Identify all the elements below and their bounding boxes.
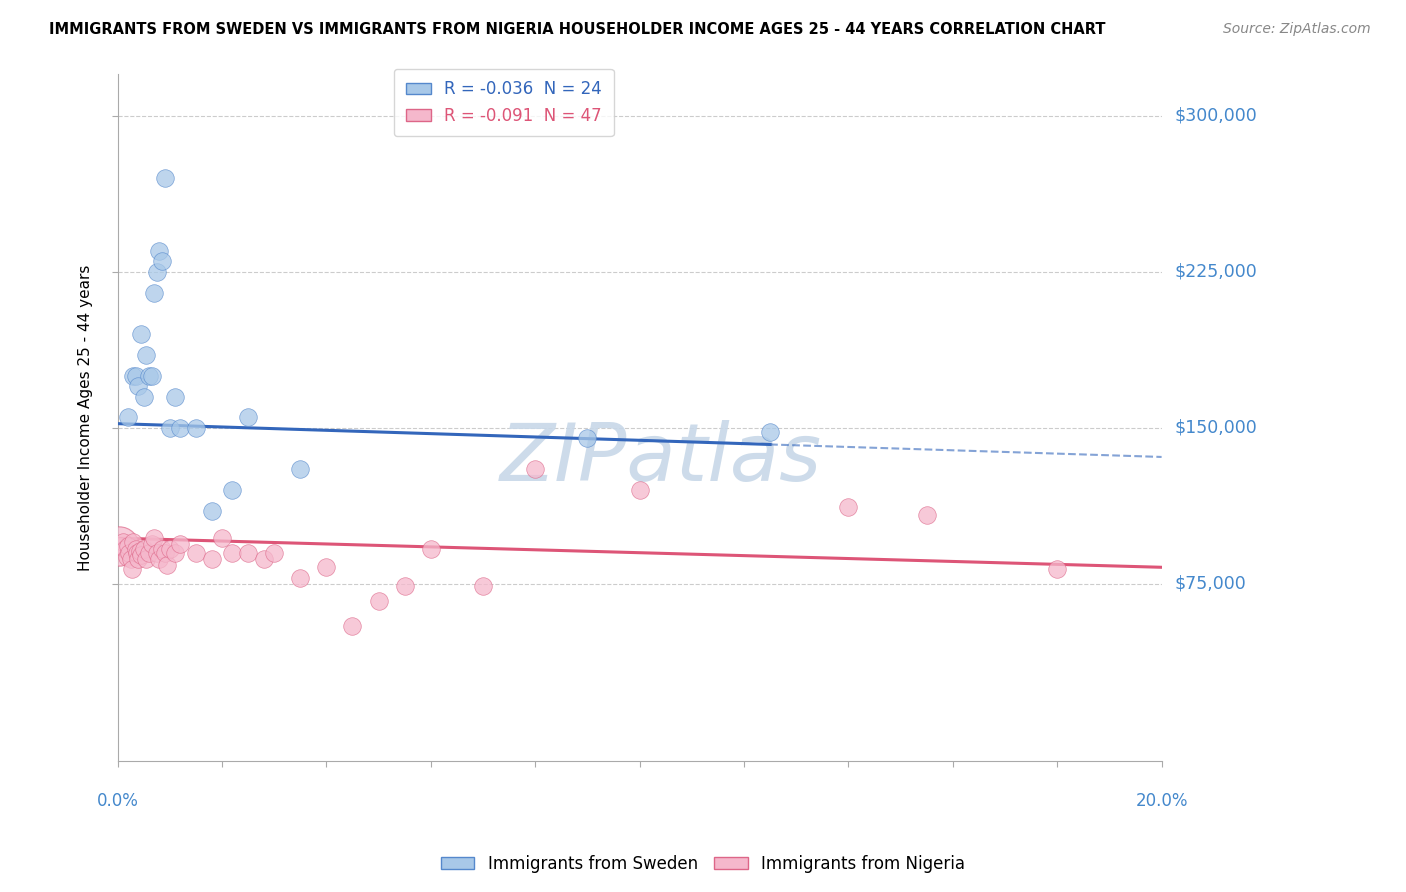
Point xyxy=(150,541,173,556)
Point xyxy=(236,410,259,425)
Point xyxy=(576,431,599,445)
Text: $75,000: $75,000 xyxy=(1174,575,1246,593)
Point xyxy=(200,552,222,566)
Text: $225,000: $225,000 xyxy=(1174,262,1257,281)
Point xyxy=(290,571,312,585)
Text: $150,000: $150,000 xyxy=(1174,419,1257,437)
Text: 20.0%: 20.0% xyxy=(1136,792,1188,810)
Point xyxy=(153,546,176,560)
Point xyxy=(138,368,160,383)
Point xyxy=(117,410,139,425)
Point xyxy=(472,579,495,593)
Point xyxy=(184,546,207,560)
Point xyxy=(128,543,150,558)
Point xyxy=(163,546,186,560)
Point xyxy=(135,348,157,362)
Point xyxy=(122,368,145,383)
Point xyxy=(290,462,312,476)
Point xyxy=(127,379,149,393)
Point xyxy=(915,508,938,523)
Point xyxy=(129,327,152,342)
Point xyxy=(211,531,233,545)
Point xyxy=(143,531,166,545)
Point xyxy=(759,425,782,439)
Point xyxy=(200,504,222,518)
Point xyxy=(1046,562,1069,576)
Point xyxy=(394,579,416,593)
Point xyxy=(141,368,163,383)
Point xyxy=(125,541,148,556)
Point xyxy=(132,541,155,556)
Point xyxy=(127,552,149,566)
Point xyxy=(122,535,145,549)
Point xyxy=(148,244,170,258)
Point xyxy=(159,541,181,556)
Point xyxy=(221,483,243,498)
Point xyxy=(127,546,149,560)
Legend: R = -0.036  N = 24, R = -0.091  N = 47: R = -0.036 N = 24, R = -0.091 N = 47 xyxy=(394,69,613,136)
Text: IMMIGRANTS FROM SWEDEN VS IMMIGRANTS FROM NIGERIA HOUSEHOLDER INCOME AGES 25 - 4: IMMIGRANTS FROM SWEDEN VS IMMIGRANTS FRO… xyxy=(49,22,1105,37)
Point xyxy=(114,541,136,556)
Point xyxy=(145,546,167,560)
Point xyxy=(253,552,276,566)
Point xyxy=(108,540,131,554)
Point xyxy=(342,618,364,632)
Point xyxy=(129,548,152,562)
Point xyxy=(125,368,148,383)
Text: $300,000: $300,000 xyxy=(1174,106,1257,125)
Point xyxy=(148,552,170,566)
Point xyxy=(121,562,143,576)
Point xyxy=(143,285,166,300)
Point xyxy=(837,500,859,514)
Point xyxy=(138,546,160,560)
Point xyxy=(315,560,337,574)
Y-axis label: Householder Income Ages 25 - 44 years: Householder Income Ages 25 - 44 years xyxy=(79,264,93,571)
Point xyxy=(118,546,141,560)
Point xyxy=(111,535,134,549)
Point xyxy=(156,558,179,573)
Point xyxy=(141,537,163,551)
Point xyxy=(117,540,139,554)
Legend: Immigrants from Sweden, Immigrants from Nigeria: Immigrants from Sweden, Immigrants from … xyxy=(434,848,972,880)
Point xyxy=(263,546,285,560)
Point xyxy=(367,593,389,607)
Text: ZIPatlas: ZIPatlas xyxy=(499,419,821,498)
Point xyxy=(169,537,191,551)
Text: 0.0%: 0.0% xyxy=(97,792,139,810)
Point xyxy=(159,421,181,435)
Point xyxy=(184,421,207,435)
Point xyxy=(135,552,157,566)
Text: Source: ZipAtlas.com: Source: ZipAtlas.com xyxy=(1223,22,1371,37)
Point xyxy=(153,171,176,186)
Point xyxy=(115,549,138,564)
Point xyxy=(145,265,167,279)
Point xyxy=(169,421,191,435)
Point xyxy=(163,390,186,404)
Point xyxy=(419,541,441,556)
Point xyxy=(120,552,142,566)
Point xyxy=(524,462,547,476)
Point xyxy=(150,254,173,268)
Point xyxy=(628,483,651,498)
Point xyxy=(132,390,155,404)
Point xyxy=(236,546,259,560)
Point xyxy=(221,546,243,560)
Point xyxy=(107,540,129,554)
